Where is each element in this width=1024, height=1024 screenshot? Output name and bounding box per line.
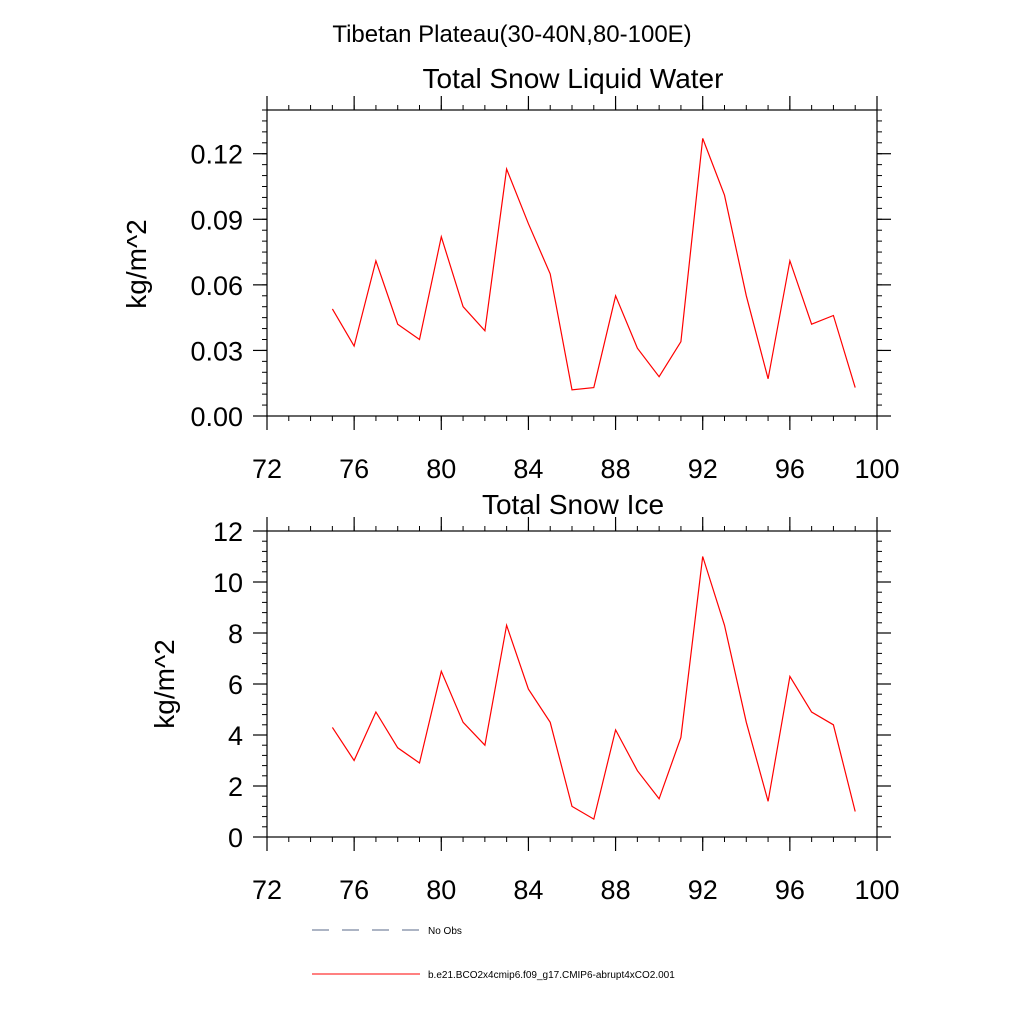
axes-frame: 72 76 80 84 88 92 96 100 0 2 4 6 8 10 12 [213,517,900,905]
x-tick-label: 92 [688,875,718,905]
x-tick-label: 84 [513,454,543,484]
legend: No Obs b.e21.BCO2x4cmip6.f09_g17.CMIP6-a… [312,926,675,981]
x-tick-label: 88 [601,454,631,484]
x-tick-label: 80 [426,875,456,905]
series-line [331,556,856,821]
x-tick-label: 96 [775,454,805,484]
y-tick-label: 0.03 [190,336,243,366]
x-tick-label: 96 [775,875,805,905]
panel-title: Total Snow Liquid Water [423,63,724,94]
x-tick-label: 92 [688,454,718,484]
panel-snow-liquid-water: Total Snow Liquid Water kg/m^2 72 76 80 84 8… [121,63,900,484]
x-tick-label: 88 [601,875,631,905]
y-tick-label: 0.06 [190,271,243,301]
y-tick-label: 12 [213,517,243,547]
x-tick-label: 72 [252,875,282,905]
y-tick-label: 10 [213,568,243,598]
y-tick-label: 0 [228,823,243,853]
x-tick-label: 100 [854,454,899,484]
x-tick-label: 72 [252,454,282,484]
figure-title: Tibetan Plateau(30-40N,80-100E) [332,21,691,48]
y-tick-label: 8 [228,619,243,649]
plot-area [331,138,856,391]
x-tick-label: 100 [854,875,899,905]
y-tick-label: 2 [228,772,243,802]
panel-snow-ice: Total Snow Ice kg/m^2 72 76 80 84 88 92 96 1000… [149,489,900,905]
axes-frame: 72 76 80 84 88 92 96 100 0.00 0.03 0.06 0.09 0.12 [190,96,900,484]
y-tick-label: 6 [228,670,243,700]
legend-series-label: b.e21.BCO2x4cmip6.f09_g17.CMIP6-abrupt4x… [428,970,675,981]
plot-area [331,556,856,821]
y-tick-label: 0.12 [190,140,243,170]
panel-title: Total Snow Ice [482,489,664,520]
x-tick-label: 80 [426,454,456,484]
x-tick-label: 76 [339,454,369,484]
series-line [331,138,856,391]
x-tick-label: 84 [513,875,543,905]
y-axis-label: kg/m^2 [149,639,180,728]
y-axis-label: kg/m^2 [121,219,152,308]
y-tick-label: 4 [228,721,243,751]
y-tick-label: 0.00 [190,402,243,432]
y-tick-label: 0.09 [190,205,243,235]
x-tick-label: 76 [339,875,369,905]
legend-obs-label: No Obs [428,926,462,937]
